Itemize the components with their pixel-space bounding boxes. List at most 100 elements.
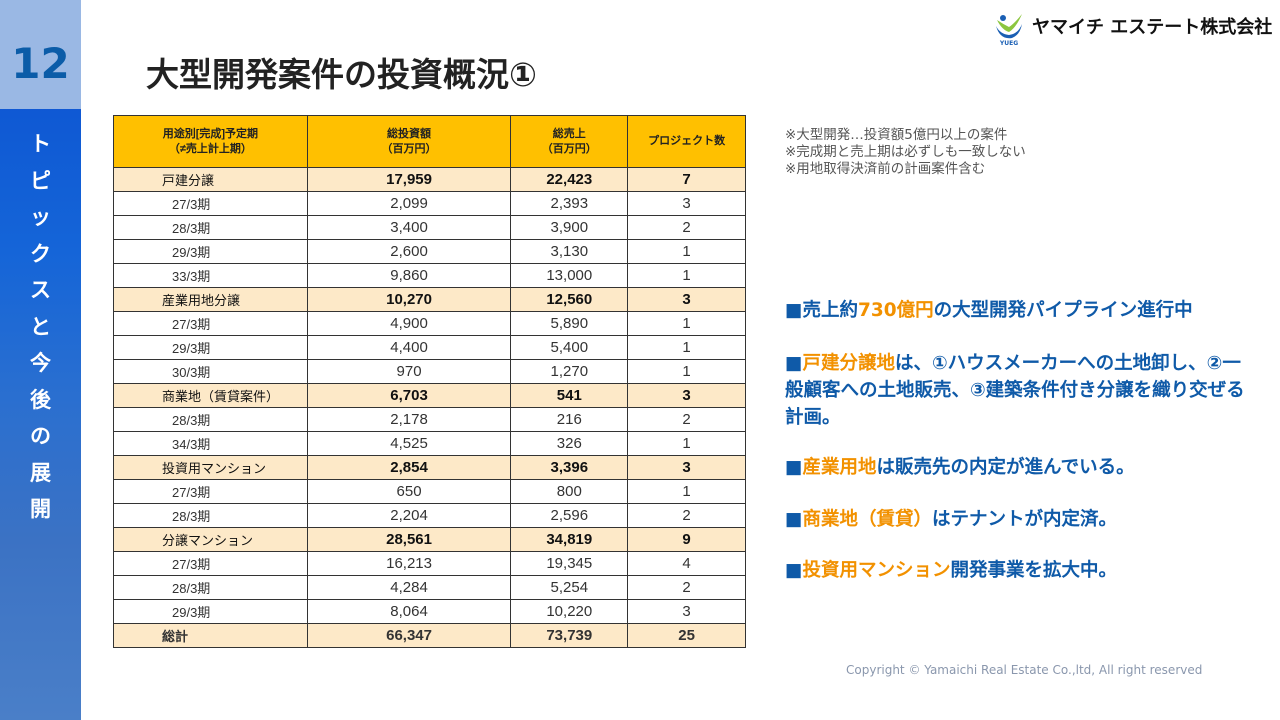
project-count-cell: 7 — [627, 167, 746, 192]
note: ※大型開発…投資額5億円以上の案件 — [785, 127, 1008, 143]
investment-cell: 4,900 — [306, 311, 512, 336]
note: ※完成期と売上期は必ずしも一致しない — [785, 144, 1026, 160]
project-count-cell: 9 — [627, 527, 746, 552]
bullet-text: ■ — [785, 457, 803, 478]
notes: ※大型開発…投資額5億円以上の案件 ※完成期と売上期は必ずしも一致しない ※用地取得… — [785, 127, 1026, 178]
column-header-line: （百万円） — [381, 142, 437, 155]
table-row: 27/3期 4,900 5,890 1 — [113, 311, 746, 336]
investment-cell: 66,347 — [306, 623, 512, 648]
sales-cell: 13,000 — [510, 263, 629, 288]
company-logo: YUEG ヤマイチ エステート株式会社 — [994, 10, 1272, 46]
investment-cell: 650 — [306, 479, 512, 504]
row-label: 27/3期 — [113, 191, 308, 216]
table-row: 29/3期 2,600 3,130 1 — [113, 239, 746, 264]
bullet-point: ■商業地（賃貸）はテナントが内定済。 — [785, 506, 1255, 533]
investment-cell: 2,204 — [306, 503, 512, 528]
bullet-text: の大型開発パイプライン進行中 — [933, 300, 1193, 321]
investment-cell: 16,213 — [306, 551, 512, 576]
bullet-point: ■産業用地は販売先の内定が進んでいる。 — [785, 454, 1255, 481]
sales-cell: 541 — [510, 383, 629, 408]
section-title-char: ト — [30, 132, 51, 156]
project-count-cell: 2 — [627, 407, 746, 432]
row-label: 29/3期 — [113, 335, 308, 360]
column-header-line: プロジェクト数 — [648, 135, 726, 147]
project-count-cell: 3 — [627, 191, 746, 216]
row-label: 29/3期 — [113, 239, 308, 264]
column-header-line: 用途別[完成]予定期 — [162, 127, 259, 140]
highlight-text: 商業地（賃貸） — [802, 509, 932, 530]
sales-cell: 326 — [510, 431, 629, 456]
copyright: Copyright © Yamaichi Real Estate Co.,ltd… — [846, 663, 1203, 677]
row-label: 33/3期 — [113, 263, 308, 288]
category-row: 投資用マンション 2,854 3,396 3 — [113, 455, 746, 480]
column-header: 用途別[完成]予定期 （≠売上計上期） — [113, 115, 308, 168]
sales-cell: 1,270 — [510, 359, 629, 384]
project-count-cell: 1 — [627, 431, 746, 456]
total-row: 総計 66,347 73,739 25 — [113, 623, 746, 648]
section-title-char: 後 — [30, 387, 51, 412]
row-label: 産業用地分譲 — [113, 287, 308, 312]
sidebar: 12 トピックスと今後の展開 — [0, 0, 81, 720]
highlight-text: 産業用地 — [802, 457, 877, 478]
row-label: 30/3期 — [113, 359, 308, 384]
bullet-text: ■売上約 — [785, 300, 858, 321]
section-title-char: 展 — [30, 460, 51, 485]
column-header-line: 総売上 — [552, 127, 586, 140]
note: ※用地取得決済前の計画案件含む — [785, 161, 986, 177]
table-row: 28/3期 2,178 216 2 — [113, 407, 746, 432]
sales-cell: 800 — [510, 479, 629, 504]
project-count-cell: 1 — [627, 359, 746, 384]
investment-cell: 6,703 — [306, 383, 512, 408]
project-count-cell: 2 — [627, 575, 746, 600]
table-row: 29/3期 4,400 5,400 1 — [113, 335, 746, 360]
project-count-cell: 2 — [627, 215, 746, 240]
category-row: 商業地（賃貸案件） 6,703 541 3 — [113, 383, 746, 408]
highlight-text: 投資用マンション — [802, 560, 951, 581]
bullet-text: ■ — [785, 509, 803, 530]
bullet-point: ■売上約730億円の大型開発パイプライン進行中 — [785, 297, 1255, 324]
sales-cell: 2,393 — [510, 191, 629, 216]
row-label: 27/3期 — [113, 551, 308, 576]
section-title-char: ピ — [30, 168, 51, 193]
project-count-cell: 25 — [627, 623, 746, 648]
table-row: 29/3期 8,064 10,220 3 — [113, 599, 746, 624]
investment-cell: 28,561 — [306, 527, 512, 552]
row-label: 28/3期 — [113, 503, 308, 528]
project-count-cell: 3 — [627, 287, 746, 312]
row-label: 総計 — [113, 623, 308, 648]
project-count-cell: 1 — [627, 479, 746, 504]
investment-cell: 2,854 — [306, 455, 512, 480]
bullet-point: ■投資用マンション開発事業を拡大中。 — [785, 557, 1255, 584]
investment-cell: 4,400 — [306, 335, 512, 360]
bullet-text: は販売先の内定が進んでいる。 — [876, 457, 1135, 478]
sales-cell: 3,900 — [510, 215, 629, 240]
row-label: 28/3期 — [113, 407, 308, 432]
sales-cell: 3,396 — [510, 455, 629, 480]
logo-mark-icon: YUEG — [996, 14, 1022, 46]
bullet-text: は、①ハウスメーカーへの土地卸し、②一般顧客への土地販売、③建築条件付き分譲を織… — [785, 353, 1245, 428]
column-header-line: （≠売上計上期） — [168, 142, 252, 155]
sales-cell: 5,254 — [510, 575, 629, 600]
row-label: 戸建分譲 — [113, 167, 308, 192]
row-label: 27/3期 — [113, 479, 308, 504]
category-row: 産業用地分譲 10,270 12,560 3 — [113, 287, 746, 312]
project-count-cell: 3 — [627, 599, 746, 624]
svg-text:YUEG: YUEG — [999, 40, 1018, 46]
sales-cell: 216 — [510, 407, 629, 432]
row-label: 商業地（賃貸案件） — [113, 383, 308, 408]
section-title-char: ッ — [30, 205, 51, 229]
table-row: 27/3期 2,099 2,393 3 — [113, 191, 746, 216]
project-count-cell: 3 — [627, 383, 746, 408]
bullet-text: 開発事業を拡大中。 — [950, 560, 1118, 581]
investment-cell: 9,860 — [306, 263, 512, 288]
table-row: 27/3期 16,213 19,345 4 — [113, 551, 746, 576]
row-label: 28/3期 — [113, 575, 308, 600]
column-header-line: （百万円） — [541, 142, 597, 155]
sales-cell: 19,345 — [510, 551, 629, 576]
column-header: 総投資額 （百万円） — [306, 115, 512, 168]
column-header-line: 総投資額 — [387, 127, 432, 140]
row-label: 27/3期 — [113, 311, 308, 336]
page-number: 12 — [0, 0, 81, 109]
investment-table: 用途別[完成]予定期 （≠売上計上期） 総投資額 （百万円） 総売上 （百万円） プロジェク… — [113, 115, 746, 648]
table-row: 30/3期 970 1,270 1 — [113, 359, 746, 384]
